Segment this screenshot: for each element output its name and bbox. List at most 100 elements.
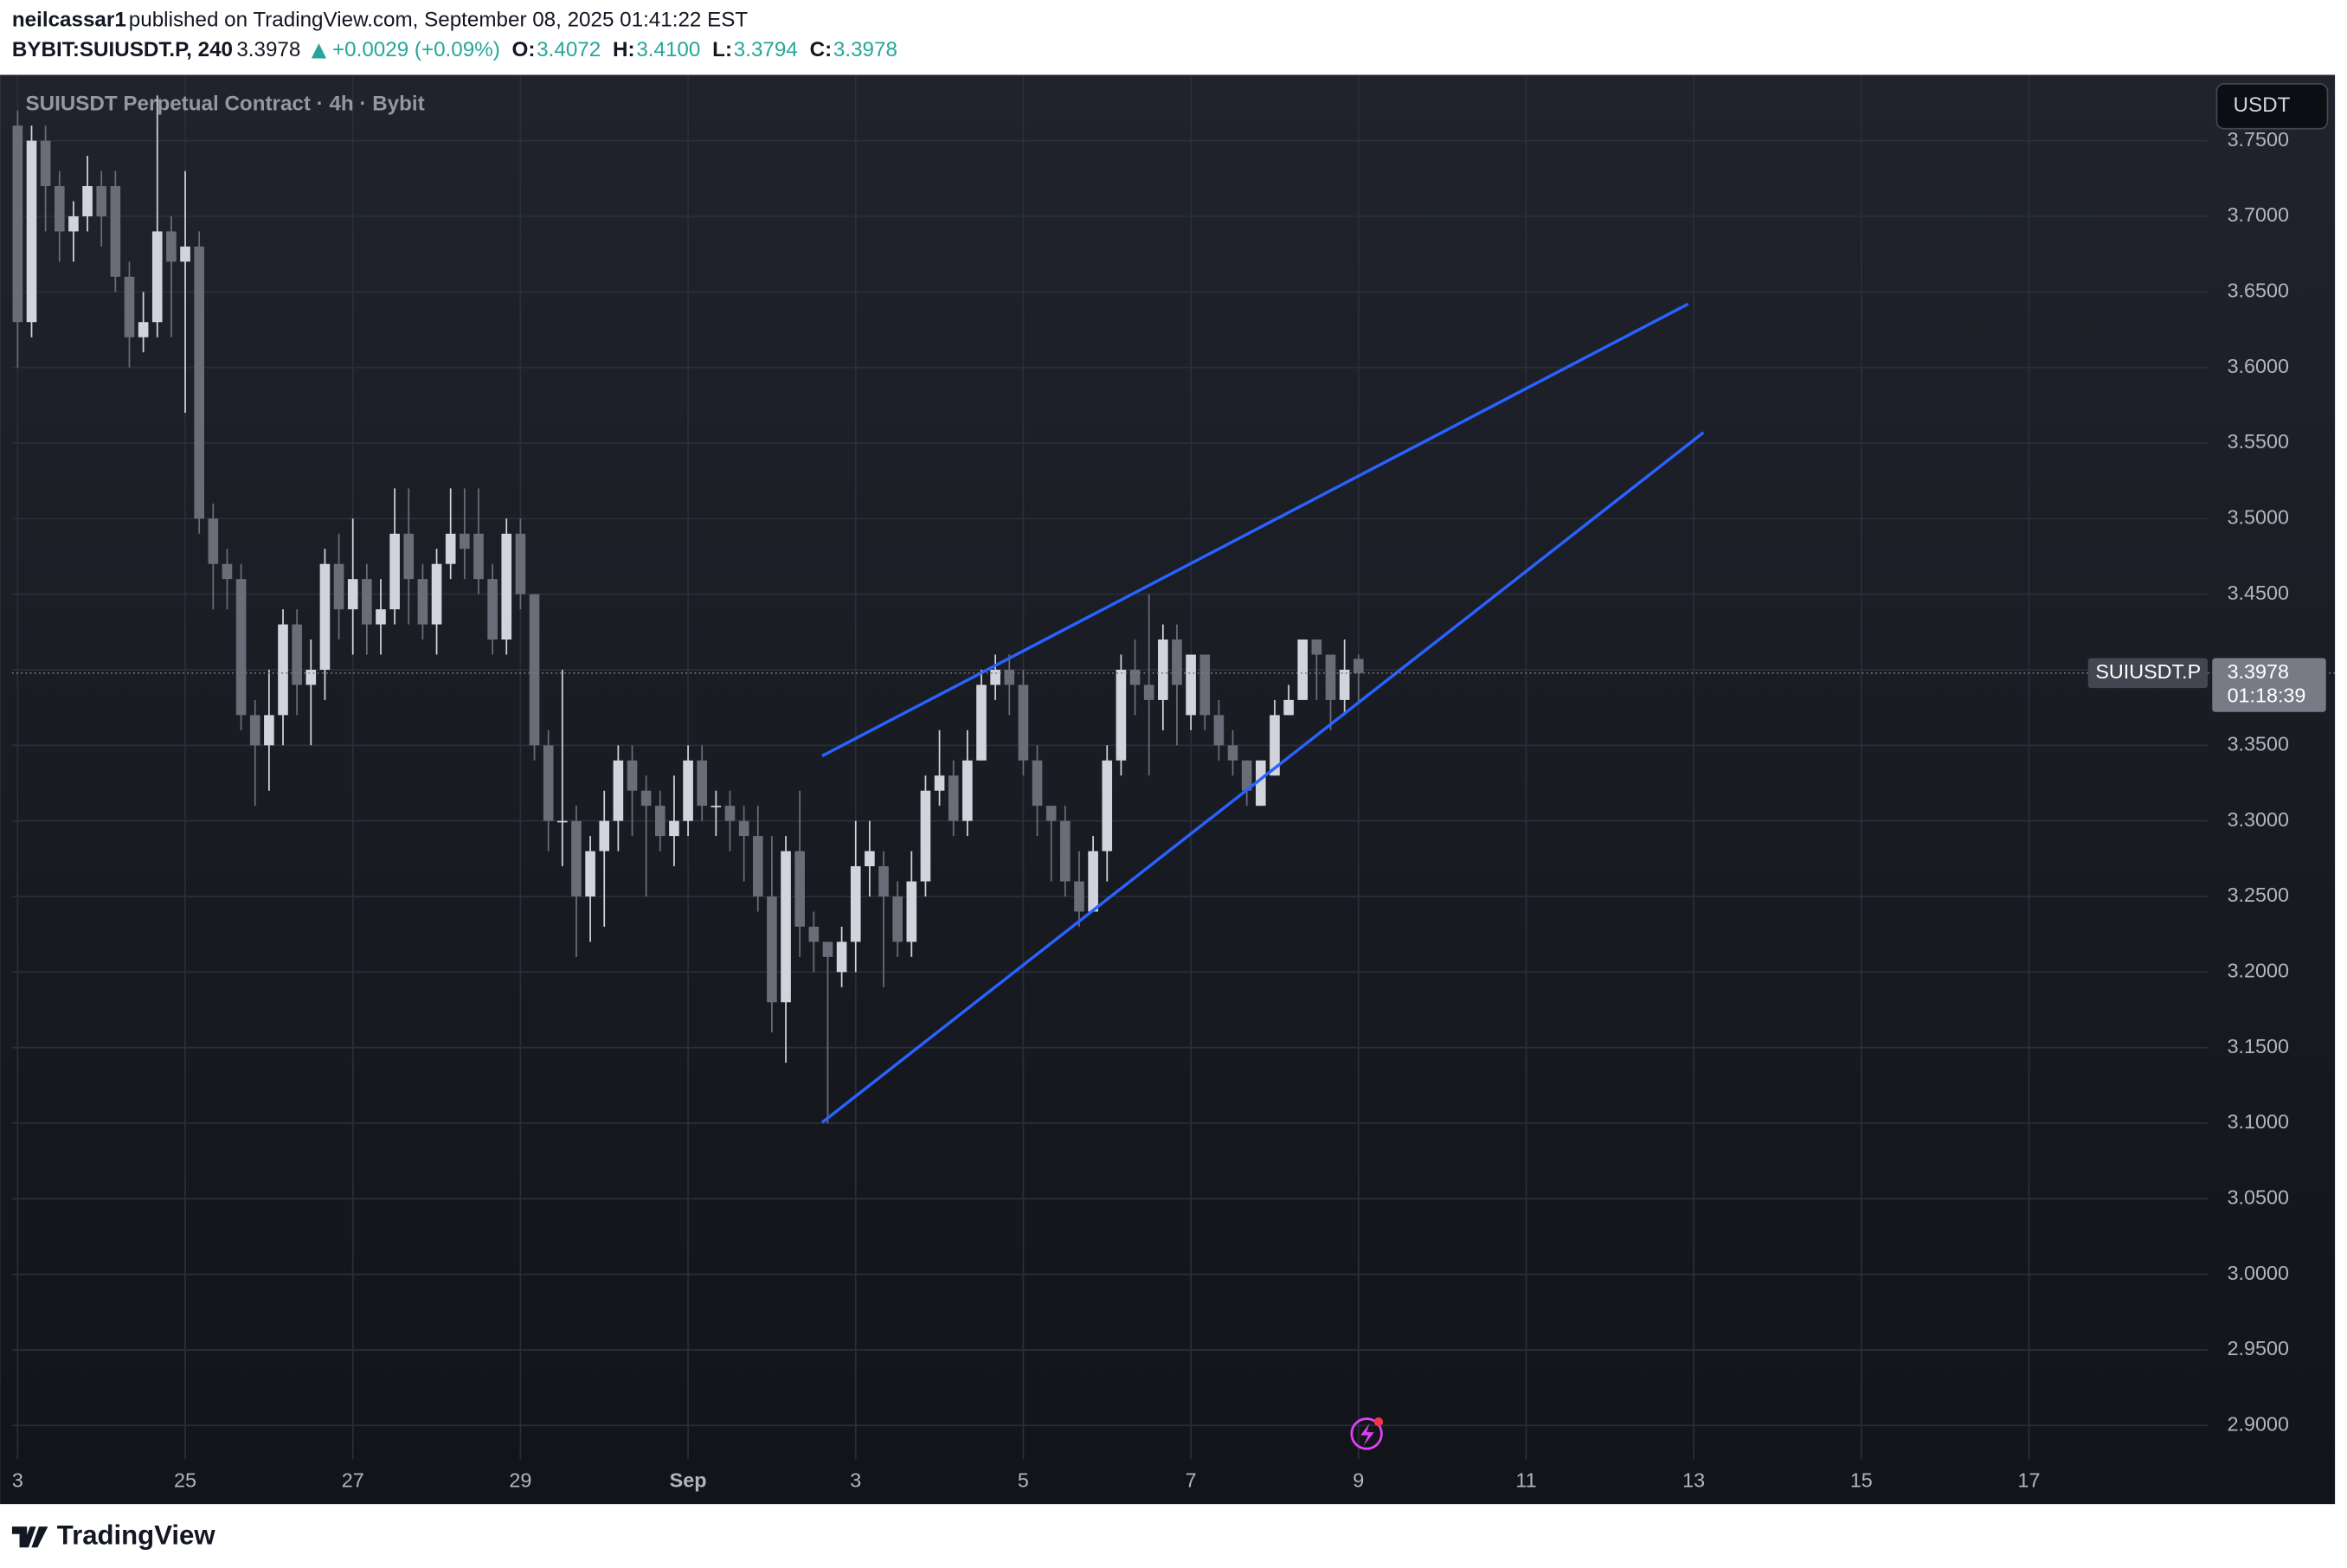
candle-body [40,140,51,187]
x-tick-label: 11 [1515,1468,1536,1491]
candle-body [669,820,679,837]
y-tick-label: 3.4500 [2228,582,2289,604]
candle-body [724,806,736,821]
candle-body [96,186,107,216]
candle-body [151,231,163,323]
trendline [820,431,1705,1124]
y-tick-label: 3.7500 [2228,128,2289,151]
candle-body [431,563,442,625]
candle-body [1129,669,1141,685]
candle-body [1172,639,1182,685]
candle-body [1311,639,1322,655]
candle-body [473,533,484,580]
brand: TradingView [57,1520,216,1550]
candle-body [208,518,219,564]
y-tick-label: 3.7000 [2228,203,2289,226]
candle-body [12,125,23,323]
x-tick-label: 15 [1850,1468,1873,1491]
alert-dot [1373,1417,1384,1427]
candle-body [878,866,889,896]
y-tick-label: 2.9500 [2228,1337,2289,1359]
candle-body [920,790,931,882]
candle-body [976,684,987,761]
currency-button[interactable] [2215,82,2329,130]
x-tick-label: 13 [1682,1468,1705,1491]
y-tick-label: 3.1500 [2228,1035,2289,1057]
candle-body [836,941,847,973]
plot: 2.9000 2.9500 3.0000 3.0500 3.1000 3.1500 3.20… [12,74,2336,1491]
y-tick-label: 3.0000 [2228,1262,2289,1284]
currency[interactable]: USDT [2233,93,2290,117]
candle-body [138,322,149,337]
y-tick-label: 3.3000 [2228,808,2289,831]
candle-body [445,533,456,564]
x-tick-label: 29 [509,1468,531,1491]
candle-body [501,533,512,640]
brand-logo [11,1526,48,1548]
author: neilcassar1 [12,9,126,32]
candle-body [1143,684,1154,700]
candle-body [599,820,610,851]
y-tick-label: 3.6000 [2228,355,2289,377]
y-tick-label: 3.5500 [2228,430,2289,453]
candle-body [529,594,540,746]
candle-body [1270,715,1280,776]
y-tick-label: 3.3500 [2228,732,2289,755]
candle-body [697,760,708,806]
change: +0.0029 (+0.09%) [332,38,500,61]
candle-body [990,669,1000,685]
candle-body [1297,639,1309,700]
candle-body [166,231,177,262]
candle-body [68,215,79,232]
y-tick-label: 3.2000 [2228,959,2289,981]
candle-body [1074,881,1084,912]
candle-body [124,276,135,337]
alert-bolt [1360,1423,1374,1446]
candle-body [362,579,372,625]
ohlc-label: H: [613,38,635,61]
x-tick-label: 5 [1018,1468,1029,1491]
y-tick-label: 3.5000 [2228,505,2289,528]
published: published on TradingView.com, September … [129,9,749,32]
candle-body [752,836,763,896]
x-tick-label: 27 [342,1468,364,1491]
candle-body [460,533,470,549]
candle-body [1060,820,1071,882]
x-tick-label: 9 [1353,1468,1364,1491]
candle-body [264,715,274,746]
candle-body [1213,715,1225,746]
candle-body [110,186,121,277]
candle-body [417,579,428,625]
candle-body [1241,760,1252,791]
candle-body [934,775,945,791]
candle-body [794,851,806,927]
candle-body [613,760,624,821]
candle-body [1353,659,1364,673]
y-tick-label: 3.1000 [2228,1110,2289,1133]
x-tick-label: Sep [670,1468,707,1491]
candle-body [557,820,568,823]
x-tick-label: 25 [174,1468,196,1491]
candle-body [654,806,666,837]
ohlc-value: 3.4100 [636,38,700,61]
candle-body [850,866,861,942]
ohlc-value: 3.3794 [734,38,798,61]
candle-body [822,941,833,957]
candle-body [1227,745,1238,761]
candle-body [948,775,959,821]
countdown: 01:18:39 [2228,684,2306,707]
symbol: BYBIT:SUIUSDT.P, 240 [12,38,233,61]
candle-body [333,563,344,610]
candle-body [543,745,554,821]
candle-body [808,926,820,942]
x-tick-label: 17 [2018,1468,2041,1491]
candle-body [54,186,65,232]
ohlc-value: 3.4072 [537,38,601,61]
candle-body [389,533,400,610]
ohlc-label: C: [810,38,833,61]
candle-body [194,246,204,519]
candle-body [292,624,302,685]
alert-icon[interactable] [1350,1417,1383,1450]
